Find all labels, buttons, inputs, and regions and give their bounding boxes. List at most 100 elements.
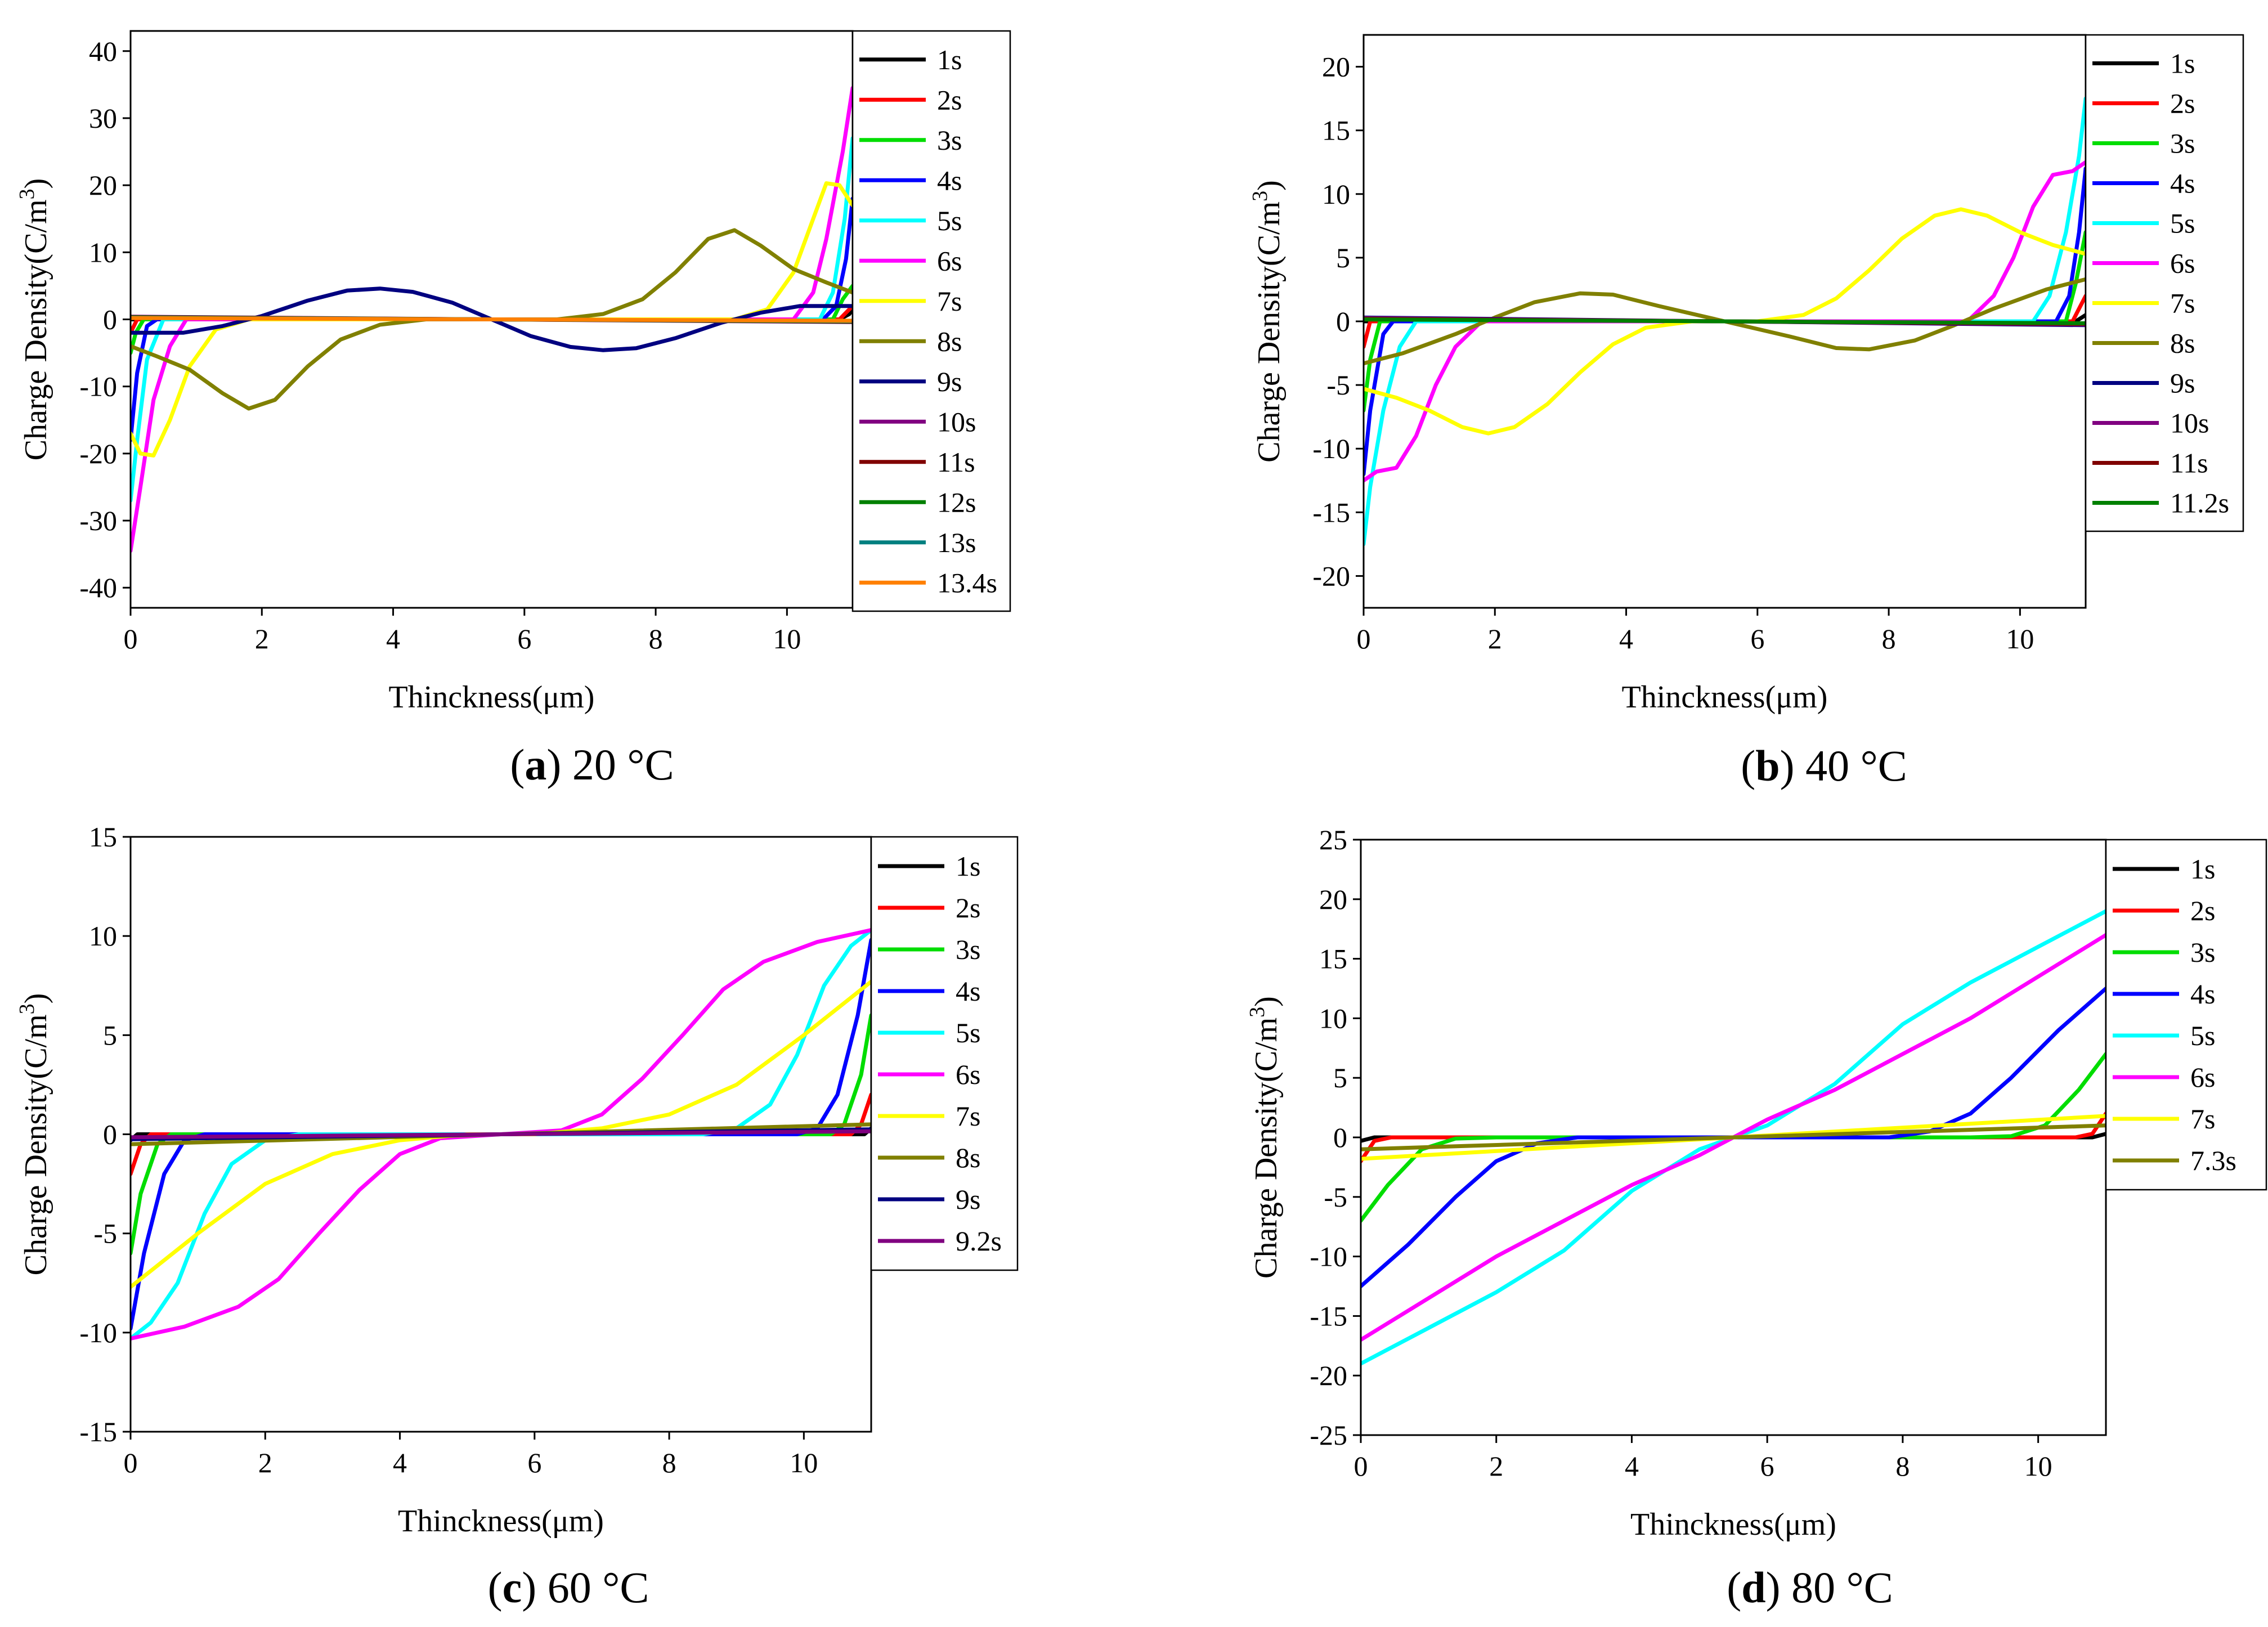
x-axis-label: Thinckness(μm) bbox=[398, 1504, 604, 1539]
legend-item: 8s bbox=[878, 1142, 980, 1173]
legend-label: 2s bbox=[956, 892, 980, 924]
legend-item: 6s bbox=[2092, 248, 2195, 279]
y-tick-label: 20 bbox=[1322, 51, 1350, 83]
y-tick-label: 10 bbox=[1319, 1002, 1347, 1034]
y-tick-label: 20 bbox=[89, 169, 117, 201]
legend-item: 7s bbox=[2113, 1103, 2215, 1135]
y-tick-label: -10 bbox=[1312, 433, 1350, 464]
y-axis-label-superscript: 3 bbox=[1245, 1007, 1269, 1018]
legend-label: 7s bbox=[937, 285, 962, 317]
legend-label: 3s bbox=[937, 124, 962, 156]
x-tick-label: 2 bbox=[258, 1447, 272, 1478]
legend-item: 4s bbox=[2092, 168, 2195, 199]
caption-text: 40 °C bbox=[1795, 741, 1907, 790]
caption-text: 80 °C bbox=[1781, 1563, 1893, 1612]
x-tick-label: 10 bbox=[2006, 623, 2034, 655]
legend: 1s 2s 3s 4s 5s 6s 7s 8s 9s 9.2s bbox=[870, 836, 1019, 1271]
y-axis-label-main: Charge Density(C/m bbox=[1252, 201, 1287, 463]
legend-label: 8s bbox=[2170, 328, 2195, 359]
x-axis-label: Thinckness(μm) bbox=[1630, 1507, 1836, 1542]
legend-item: 3s bbox=[2113, 936, 2215, 968]
x-tick-label: 0 bbox=[124, 1447, 138, 1478]
x-tick-label: 10 bbox=[2024, 1450, 2052, 1482]
legend-label: 2s bbox=[2190, 895, 2215, 926]
legend-item: 5s bbox=[2092, 208, 2195, 239]
legend-item: 13s bbox=[859, 527, 976, 558]
y-tick-label: 0 bbox=[103, 304, 117, 335]
legend-item: 6s bbox=[2113, 1061, 2215, 1093]
legend: 1s 2s 3s 4s 5s 6s 7s 8s 9s 10s 11s 12s 13s 13.4s bbox=[851, 30, 1011, 612]
legend-item: 6s bbox=[878, 1059, 980, 1090]
legend-item: 9.2s bbox=[878, 1225, 1002, 1257]
y-axis-label-superscript: 3 bbox=[1248, 191, 1272, 201]
legend-label: 13s bbox=[937, 527, 976, 558]
legend-item: 1s bbox=[2092, 48, 2195, 79]
y-tick-label: -10 bbox=[1310, 1241, 1347, 1272]
y-tick-label: 15 bbox=[1319, 943, 1347, 975]
legend-label: 6s bbox=[956, 1059, 980, 1090]
x-tick-label: 4 bbox=[1619, 623, 1633, 655]
legend-label: 4s bbox=[2190, 978, 2215, 1010]
legend-label: 4s bbox=[956, 975, 980, 1007]
legend-item: 10s bbox=[859, 406, 976, 437]
legend-label: 11.2s bbox=[2170, 487, 2229, 519]
y-tick-label: 5 bbox=[103, 1019, 117, 1051]
y-tick-label: 15 bbox=[89, 821, 117, 853]
legend-label: 7s bbox=[956, 1100, 980, 1132]
legend-item: 3s bbox=[859, 124, 962, 156]
x-tick-label: 6 bbox=[517, 623, 531, 655]
plot-area bbox=[131, 928, 871, 1341]
legend-label: 3s bbox=[2170, 128, 2195, 159]
x-tick-label: 8 bbox=[1895, 1450, 1910, 1482]
x-tick-label: 6 bbox=[1760, 1450, 1774, 1482]
legend-box bbox=[2085, 34, 2244, 532]
legend-label: 9s bbox=[937, 366, 962, 397]
x-tick-label: 4 bbox=[1625, 1450, 1639, 1482]
legend-box bbox=[851, 30, 1011, 612]
y-tick-label: 5 bbox=[1336, 242, 1350, 274]
legend-label: 9s bbox=[956, 1184, 980, 1215]
y-tick-label: 0 bbox=[1336, 306, 1350, 337]
caption-text: 60 °C bbox=[536, 1563, 649, 1612]
legend-label: 5s bbox=[956, 1017, 980, 1048]
legend-item: 2s bbox=[2092, 88, 2195, 119]
legend-item: 4s bbox=[878, 975, 980, 1007]
legend-label: 11s bbox=[2170, 447, 2208, 479]
legend-item: 5s bbox=[2113, 1020, 2215, 1051]
y-tick-label: 5 bbox=[1333, 1062, 1347, 1093]
plot-area bbox=[131, 86, 853, 553]
legend-item: 3s bbox=[878, 934, 980, 965]
caption-open: ( bbox=[1727, 1563, 1741, 1612]
legend-item: 7.3s bbox=[2113, 1145, 2236, 1176]
y-axis-label: Charge Density(C/m3) bbox=[15, 178, 53, 461]
legend-item: 13.4s bbox=[859, 567, 997, 598]
caption-close: ) bbox=[546, 740, 561, 789]
x-axis-label: Thinckness(μm) bbox=[1622, 680, 1828, 715]
legend-item: 8s bbox=[2092, 328, 2195, 359]
legend-label: 3s bbox=[956, 934, 980, 965]
caption-open: ( bbox=[1741, 741, 1755, 790]
x-tick-label: 2 bbox=[255, 623, 269, 655]
y-axis-label-close: ) bbox=[19, 178, 53, 189]
x-axis-label: Thinckness(μm) bbox=[389, 680, 595, 715]
caption-letter: b bbox=[1755, 741, 1780, 790]
legend-label: 6s bbox=[2170, 248, 2195, 279]
y-tick-label: -5 bbox=[1326, 369, 1350, 401]
series-line-13.4s bbox=[131, 316, 853, 323]
y-tick-label: 10 bbox=[89, 920, 117, 952]
plot-area bbox=[1364, 96, 2086, 546]
legend-item: 1s bbox=[2113, 853, 2215, 885]
y-tick-label: -20 bbox=[1312, 560, 1350, 591]
caption-letter: d bbox=[1741, 1563, 1765, 1612]
legend-item: 2s bbox=[878, 892, 980, 924]
y-tick-label: 10 bbox=[1322, 178, 1350, 210]
legend-item: 11.2s bbox=[2092, 487, 2229, 519]
legend-box bbox=[2105, 839, 2267, 1191]
y-tick-label: -40 bbox=[79, 572, 117, 603]
caption-letter: a bbox=[525, 740, 546, 789]
legend-label: 9.2s bbox=[956, 1225, 1002, 1257]
legend-item: 1s bbox=[859, 44, 962, 75]
panel-c: 0 2 4 6 8 10 -15 -10 -5 0 5 10 15 Thinckness(μm) Charg… bbox=[15, 821, 1019, 1612]
x-tick-label: 6 bbox=[527, 1447, 541, 1478]
x-tick-label: 0 bbox=[1357, 623, 1371, 655]
